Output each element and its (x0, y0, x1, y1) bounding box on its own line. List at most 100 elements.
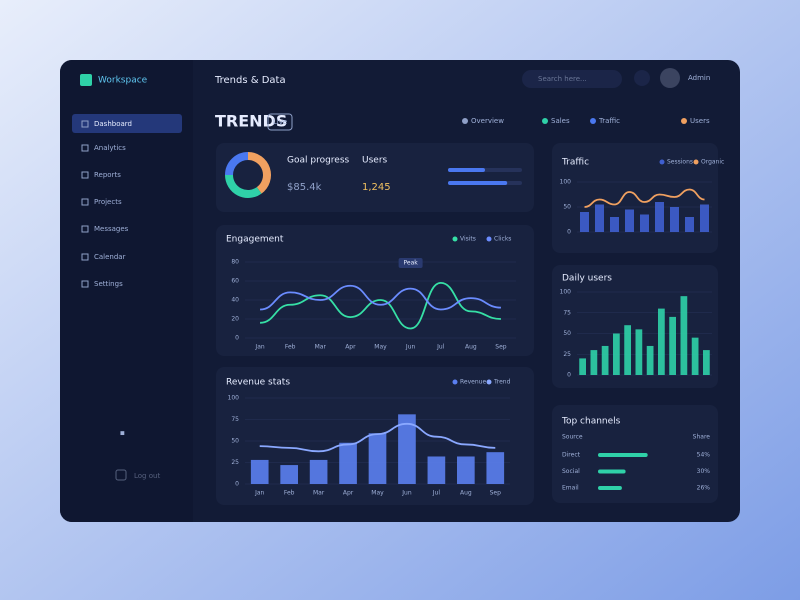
line (259, 281, 501, 330)
donut-segment (247, 152, 271, 194)
bar (368, 433, 387, 484)
x-tick-label: Aug (465, 344, 477, 351)
bar (700, 204, 709, 232)
bar (635, 329, 643, 375)
tab-dot (542, 118, 548, 124)
nav-icon (81, 144, 89, 152)
y-tick-label: 100 (560, 179, 572, 186)
donut-segment (225, 152, 249, 176)
bar (398, 414, 416, 484)
logout-icon (115, 469, 127, 481)
bar (646, 345, 654, 375)
nav-icon (81, 225, 89, 233)
bar (457, 456, 475, 484)
row-bar (598, 486, 622, 490)
x-tick-label: Jul (436, 344, 445, 351)
x-tick-label: Jun (401, 490, 412, 497)
x-tick-label: Jul (432, 490, 441, 497)
summary-panel (216, 143, 534, 212)
x-tick-label: Apr (345, 344, 356, 351)
chart-title: Revenue stats (226, 378, 290, 388)
y-tick-label: 0 (235, 481, 239, 488)
bar (658, 308, 665, 375)
bar (655, 202, 664, 232)
row-bar (598, 453, 648, 457)
y-tick-label: 50 (563, 330, 571, 337)
line (584, 188, 705, 208)
x-tick-label: Jan (254, 490, 264, 497)
nav-active (72, 114, 182, 133)
stat-value: 1,245 (362, 182, 391, 193)
bar (339, 442, 357, 484)
legend-dot (452, 379, 458, 385)
y-tick-label: 0 (567, 229, 571, 236)
row-label: Social (562, 468, 580, 475)
y-tick-label: 100 (560, 289, 572, 296)
x-tick-label: Mar (315, 344, 327, 351)
row-bar (598, 469, 626, 474)
y-tick-label: 60 (231, 278, 239, 285)
nav-item[interactable]: Calendar (94, 253, 126, 261)
y-tick-label: 50 (563, 204, 571, 211)
x-tick-label: Apr (343, 490, 354, 497)
tab[interactable]: Users (690, 117, 710, 125)
bar (427, 456, 446, 484)
nav-icon (81, 253, 89, 261)
user[interactable]: Admin (688, 74, 710, 82)
chart-title: Traffic (561, 158, 589, 168)
row-value: 26% (697, 485, 711, 492)
y-tick-label: 75 (563, 309, 571, 316)
logout[interactable]: Log out (134, 472, 160, 480)
row-label: Direct (562, 452, 581, 459)
nav-item[interactable]: Messages (94, 225, 129, 233)
nav-item[interactable]: Settings (94, 280, 123, 288)
logo-icon (80, 74, 92, 86)
tab[interactable]: Sales (551, 117, 570, 125)
avatar[interactable] (660, 68, 680, 88)
bar (670, 207, 679, 232)
search-box[interactable] (522, 70, 622, 88)
row-value: 30% (697, 468, 711, 475)
row-value: 54% (697, 452, 711, 459)
y-tick-label: 25 (563, 351, 571, 358)
bar (703, 350, 710, 375)
legend-dot (486, 379, 492, 385)
nav-item[interactable]: Projects (94, 198, 122, 206)
list-header: Share (693, 434, 711, 441)
help-icon: ■ (120, 431, 125, 437)
legend-label: Revenue (460, 379, 486, 386)
stat-label: Goal progress (287, 156, 350, 166)
annotation-box (398, 258, 423, 268)
bar (624, 325, 631, 375)
stat-value: $85.4k (287, 182, 322, 193)
tab-dot (462, 118, 468, 124)
x-tick-label: Feb (284, 490, 295, 497)
search[interactable]: Search here... (538, 75, 587, 83)
x-tick-label: Jan (254, 344, 264, 351)
nav-icon (81, 280, 89, 288)
legend-dot (452, 236, 458, 242)
tab[interactable]: Overview (471, 117, 504, 125)
legend-dot (486, 236, 492, 242)
line (259, 422, 496, 453)
tab-dot (681, 118, 687, 124)
nav-item[interactable]: Dashboard (94, 120, 132, 128)
nav-icon (81, 120, 89, 128)
bar (610, 217, 619, 232)
legend-dot (693, 159, 699, 165)
y-tick-label: 40 (231, 297, 239, 304)
bar (669, 316, 676, 375)
x-tick-label: May (374, 344, 387, 351)
badge: Live (273, 118, 287, 126)
y-tick-label: 50 (231, 438, 239, 445)
nav-item[interactable]: Analytics (94, 144, 126, 152)
nav-icon (81, 171, 89, 179)
notify-icon[interactable] (634, 70, 650, 86)
x-tick-label: Sep (490, 490, 502, 497)
header-title: Trends & Data (214, 75, 286, 86)
tab[interactable]: Traffic (598, 117, 620, 125)
legend-label: Trend (493, 379, 511, 386)
nav-item[interactable]: Reports (94, 171, 121, 179)
x-tick-label: Feb (285, 344, 296, 351)
legend-label: Visits (460, 236, 476, 243)
